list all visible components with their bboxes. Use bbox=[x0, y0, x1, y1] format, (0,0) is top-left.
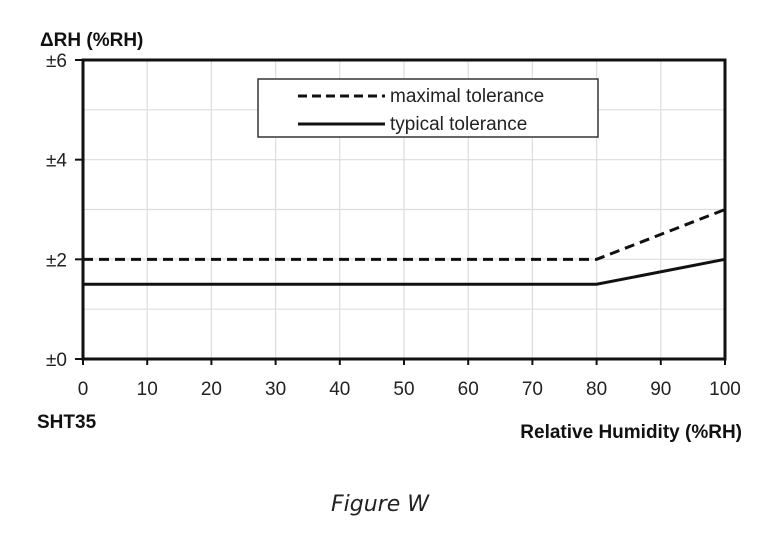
x-tick-label: 60 bbox=[458, 379, 479, 400]
sensor-label: SHT35 bbox=[37, 412, 97, 433]
y-axis-label: ΔRH (%RH) bbox=[40, 30, 143, 51]
x-tick-label: 70 bbox=[522, 379, 543, 400]
x-tick-label: 100 bbox=[709, 379, 741, 400]
x-tick-label: 20 bbox=[201, 379, 222, 400]
x-tick-label: 80 bbox=[586, 379, 607, 400]
legend-label-typical: typical tolerance bbox=[390, 114, 527, 135]
series-line-typical-tolerance bbox=[83, 257, 726, 286]
x-tick-label: 30 bbox=[265, 379, 286, 400]
x-tick-label: 50 bbox=[393, 379, 414, 400]
legend-box bbox=[257, 78, 599, 138]
figure-caption: Figure W bbox=[330, 492, 429, 517]
x-tick-label: 40 bbox=[329, 379, 350, 400]
legend: maximal tolerance typical tolerance bbox=[257, 78, 599, 138]
x-tick-label: 0 bbox=[78, 379, 89, 400]
y-tick-label: ±0 bbox=[46, 350, 67, 371]
tolerance-chart: 0 10 20 30 40 50 60 70 80 90 100 ±0 ±2 ±4 ±6 ΔRH (%RH)… bbox=[37, 30, 742, 443]
series-line-maximal-tolerance bbox=[83, 208, 726, 261]
x-axis-label: Relative Humidity (%RH) bbox=[520, 422, 742, 443]
y-tick-label: ±4 bbox=[46, 151, 67, 172]
y-tick-label: ±6 bbox=[46, 51, 67, 72]
x-tick-label: 10 bbox=[137, 379, 158, 400]
x-tick-label: 90 bbox=[650, 379, 671, 400]
y-tick-label: ±2 bbox=[46, 250, 67, 271]
legend-label-maximal: maximal tolerance bbox=[390, 86, 544, 107]
